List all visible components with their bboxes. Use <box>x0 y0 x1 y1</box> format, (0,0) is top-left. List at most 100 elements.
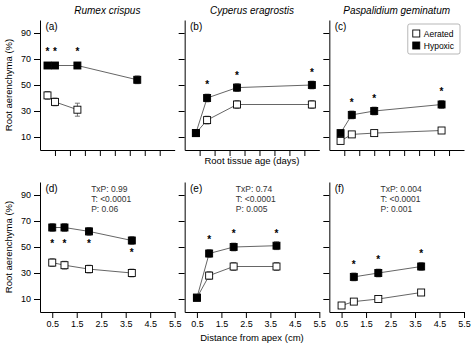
marker <box>337 137 344 144</box>
x-axis <box>41 150 176 156</box>
x-axis-title: Root tissue age (days) <box>204 155 299 166</box>
y-tick-mark <box>323 221 329 222</box>
x-tick <box>55 150 56 156</box>
x-tick-mark <box>389 150 390 156</box>
x-tick <box>374 150 375 156</box>
y-tick-mark <box>179 221 185 222</box>
x-tick-label: 1.5 <box>216 319 229 329</box>
x-axis-line <box>41 312 176 313</box>
panel-label: (d) <box>45 183 57 194</box>
plot-area <box>44 62 141 116</box>
x-tick-label: 4.5 <box>289 319 302 329</box>
y-tick-label: 90 <box>21 28 31 38</box>
marker <box>348 131 355 138</box>
x-tick <box>200 150 201 156</box>
y-axis-line <box>185 21 186 151</box>
x-tick: 2.5 <box>95 312 108 329</box>
y-tick <box>323 59 329 60</box>
error-bar <box>274 242 279 250</box>
x-tick: 4.5 <box>289 312 302 329</box>
error-bar <box>129 269 134 277</box>
x-axis-line <box>41 150 176 151</box>
x-tick: 3.5 <box>120 312 133 329</box>
x-tick-label: 3.5 <box>409 319 422 329</box>
marker <box>85 266 92 273</box>
error-bar <box>235 84 240 92</box>
x-tick-label: 5.5 <box>169 319 182 329</box>
x-axis-title: Distance from apex (cm) <box>200 332 303 343</box>
y-tick-label: 50 <box>21 242 31 252</box>
x-tick-mark <box>359 150 360 156</box>
x-axis-line <box>185 312 320 313</box>
error-bar <box>349 111 354 119</box>
significance-star: * <box>75 46 79 57</box>
series-line <box>47 66 137 80</box>
x-tick-mark <box>221 312 222 318</box>
x-tick-mark <box>55 150 56 156</box>
x-tick-mark <box>404 150 405 156</box>
y-tick-mark <box>323 195 329 196</box>
error-bar <box>52 98 57 106</box>
y-tick-label: 70 <box>21 54 31 64</box>
legend-item: Hypoxic <box>413 41 455 51</box>
x-axis: 0.51.52.53.54.55.5 <box>41 312 182 329</box>
x-axis-line <box>330 150 465 151</box>
x-axis-line <box>185 150 320 151</box>
y-tick-label: 10 <box>21 294 31 304</box>
y-tick-label: 10 <box>21 132 31 142</box>
x-tick-mark <box>391 312 392 318</box>
x-tick-mark <box>342 312 343 318</box>
significance-star: * <box>372 93 376 104</box>
y-axis-title: Root aerenchyma (%) <box>3 201 14 293</box>
x-tick: 1.5 <box>216 312 229 329</box>
panel: (c)***Paspalidium geminatumAeratedHypoxi… <box>323 5 464 156</box>
panel-title: Rumex crispus <box>74 5 140 16</box>
x-tick-mark <box>304 150 305 156</box>
y-tick <box>179 247 185 248</box>
y-tick <box>179 137 185 138</box>
error-bar <box>338 131 343 136</box>
error-bar <box>376 296 381 301</box>
error-bar <box>349 132 354 137</box>
error-bar <box>135 76 140 84</box>
x-tick-mark <box>115 150 116 156</box>
x-tick-mark <box>145 150 146 156</box>
x-tick-label: 5.5 <box>458 319 471 329</box>
error-bar <box>207 250 212 258</box>
error-bar <box>351 299 356 304</box>
y-axis <box>323 183 330 313</box>
y-tick <box>179 33 185 34</box>
y-tick-mark <box>323 137 329 138</box>
marker <box>192 130 199 137</box>
error-bar <box>75 103 80 116</box>
x-tick-label: 3.5 <box>120 319 133 329</box>
stats-text: P: 0.005 <box>236 204 268 214</box>
y-tick-mark <box>323 33 329 34</box>
error-bar <box>207 272 212 280</box>
y-tick-mark <box>323 111 329 112</box>
x-tick <box>85 150 86 156</box>
panel: 1030507090(a)***Rumex crispusRoot aerenc… <box>3 5 175 156</box>
marker <box>273 263 280 270</box>
x-tick-mark <box>374 150 375 156</box>
error-bar <box>372 107 377 115</box>
y-tick-label: 30 <box>21 106 31 116</box>
x-tick-label: 2.5 <box>385 319 398 329</box>
marker <box>371 130 378 137</box>
panel-label: (f) <box>335 183 344 194</box>
marker <box>44 92 51 99</box>
y-tick: 30 <box>21 106 40 116</box>
y-tick-mark <box>179 33 185 34</box>
y-axis-line <box>329 21 330 151</box>
x-tick <box>115 150 116 156</box>
y-tick <box>323 33 329 34</box>
stats-text: P: 0.001 <box>381 204 413 214</box>
x-tick: 0.5 <box>46 312 59 329</box>
panel-label: (b) <box>190 21 202 32</box>
series-line <box>197 246 277 298</box>
x-tick: 3.5 <box>265 312 278 329</box>
y-tick <box>179 85 185 86</box>
x-tick-label: 4.5 <box>144 319 157 329</box>
legend-swatch <box>413 30 420 37</box>
y-tick-mark <box>34 85 40 86</box>
